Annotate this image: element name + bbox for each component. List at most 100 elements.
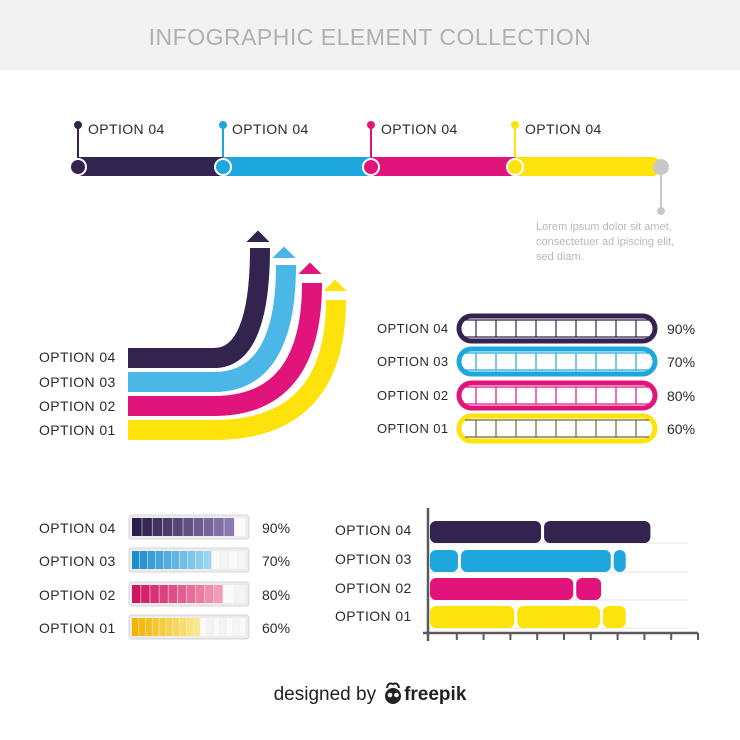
- progress-cell: [141, 585, 150, 603]
- progress-cell: [168, 585, 177, 603]
- progress-empty-cell: [200, 618, 207, 636]
- timeline: [69, 121, 669, 215]
- progress-cell: [171, 551, 180, 569]
- timeline-label-1: OPTION 04: [88, 121, 165, 137]
- progress-cell: [159, 618, 166, 636]
- arrow-label-option-01: OPTION 01: [39, 422, 116, 438]
- timeline-pin-2: [219, 121, 227, 129]
- progress-cell: [179, 618, 187, 636]
- progress-percent-option-03: 70%: [262, 553, 291, 569]
- progress-cell: [159, 585, 168, 603]
- progress-empty-cell: [232, 618, 239, 636]
- pill-percent-option-04: 90%: [667, 321, 696, 337]
- progress-cell: [150, 585, 159, 603]
- progress-percent-option-02: 80%: [262, 587, 291, 603]
- progress-cell: [195, 585, 205, 603]
- progress-label-option-02: OPTION 02: [39, 587, 116, 603]
- timeline-pin-3: [367, 121, 375, 129]
- arrow-label-option-03: OPTION 03: [39, 374, 116, 390]
- bar-segment: [430, 550, 458, 572]
- pill-percent-option-01: 60%: [667, 421, 696, 437]
- progress-cell: [152, 518, 163, 536]
- progress-percent-option-01: 60%: [262, 620, 291, 636]
- timeline-note: Lorem ipsum dolor sit amet, consectetuer…: [536, 221, 675, 263]
- progress-cell: [179, 551, 188, 569]
- timeline-pin-4: [511, 121, 519, 129]
- progress-empty-cell: [220, 551, 229, 569]
- progress-cell: [139, 551, 148, 569]
- bar-segment: [430, 606, 515, 628]
- footer-credit: designed by freepik: [0, 684, 740, 706]
- chart-bars: [430, 521, 651, 628]
- timeline-end-pin: [657, 207, 665, 215]
- pill-bars: [456, 313, 658, 444]
- chart-x-ticks: [455, 633, 699, 640]
- bar-segment: [460, 550, 611, 572]
- header-band: INFOGRAPHIC ELEMENT COLLECTION: [0, 0, 740, 70]
- arrow-label-option-02: OPTION 02: [39, 398, 116, 414]
- progress-cell: [183, 518, 193, 536]
- arrow-option-02: [128, 260, 325, 419]
- progress-cell: [204, 585, 214, 603]
- progress-cell: [132, 551, 140, 569]
- progress-cell: [142, 518, 152, 536]
- progress-empty-cell: [226, 618, 233, 636]
- progress-cell: [193, 618, 200, 636]
- progress-cell: [155, 551, 164, 569]
- timeline-node-2: [214, 158, 232, 176]
- progress-fill-option-01: [132, 618, 246, 636]
- timeline-end-node: [653, 159, 669, 175]
- progress-empty-cell: [206, 618, 213, 636]
- timeline-node-4: [506, 158, 524, 176]
- progress-empty-cell: [219, 618, 226, 636]
- timeline-segment-1: [78, 157, 225, 176]
- progress-cell: [203, 551, 212, 569]
- timeline-label-4: OPTION 04: [525, 121, 602, 137]
- progress-empty-cell: [211, 551, 220, 569]
- pill-label-option-02: OPTION 02: [377, 388, 449, 403]
- progress-empty-cell: [239, 618, 246, 636]
- pill-bar-option-01: [456, 413, 658, 444]
- progress-empty-cell: [234, 585, 246, 603]
- progress-cell: [195, 551, 204, 569]
- arrow-option-03: [128, 244, 299, 395]
- progress-cell: [224, 518, 234, 536]
- bar-segment: [430, 521, 542, 543]
- progress-cell: [214, 585, 223, 603]
- bar-segment: [576, 578, 602, 600]
- progress-empty-cell: [228, 551, 237, 569]
- arrow-label-option-04: OPTION 04: [39, 349, 116, 365]
- pill-label-option-03: OPTION 03: [377, 354, 449, 369]
- pill-bar-option-03: [456, 346, 658, 377]
- chart-category-label: OPTION 03: [335, 551, 412, 567]
- bar-segment: [613, 550, 626, 572]
- freepik-logo-icon: [385, 682, 401, 704]
- pill-percent-option-02: 80%: [667, 388, 696, 404]
- pill-label-option-01: OPTION 01: [377, 421, 449, 436]
- progress-cell: [147, 551, 156, 569]
- bar-segment: [603, 606, 626, 628]
- pill-bar-option-04: [456, 313, 658, 344]
- chart-category-label: OPTION 01: [335, 608, 412, 624]
- progress-cell: [186, 618, 193, 636]
- curved-arrows: [128, 228, 350, 443]
- progress-fill-option-02: [132, 585, 246, 603]
- timeline-node-3: [362, 158, 380, 176]
- timeline-pin-1: [74, 121, 82, 129]
- progress-bars: [128, 514, 250, 640]
- page-title: INFOGRAPHIC ELEMENT COLLECTION: [148, 24, 592, 50]
- chart-category-label: OPTION 02: [335, 580, 412, 596]
- chart-category-label: OPTION 04: [335, 522, 412, 538]
- progress-empty-cell: [234, 518, 246, 536]
- progress-cell: [152, 618, 159, 636]
- progress-cell: [187, 551, 196, 569]
- progress-cell: [186, 585, 196, 603]
- progress-cell: [203, 518, 214, 536]
- progress-cell: [132, 518, 142, 536]
- footer-prefix: designed by: [273, 684, 377, 705]
- progress-fill-option-03: [132, 551, 246, 569]
- progress-cell: [173, 618, 180, 636]
- bar-segment: [544, 521, 651, 543]
- timeline-segment-3: [371, 157, 517, 176]
